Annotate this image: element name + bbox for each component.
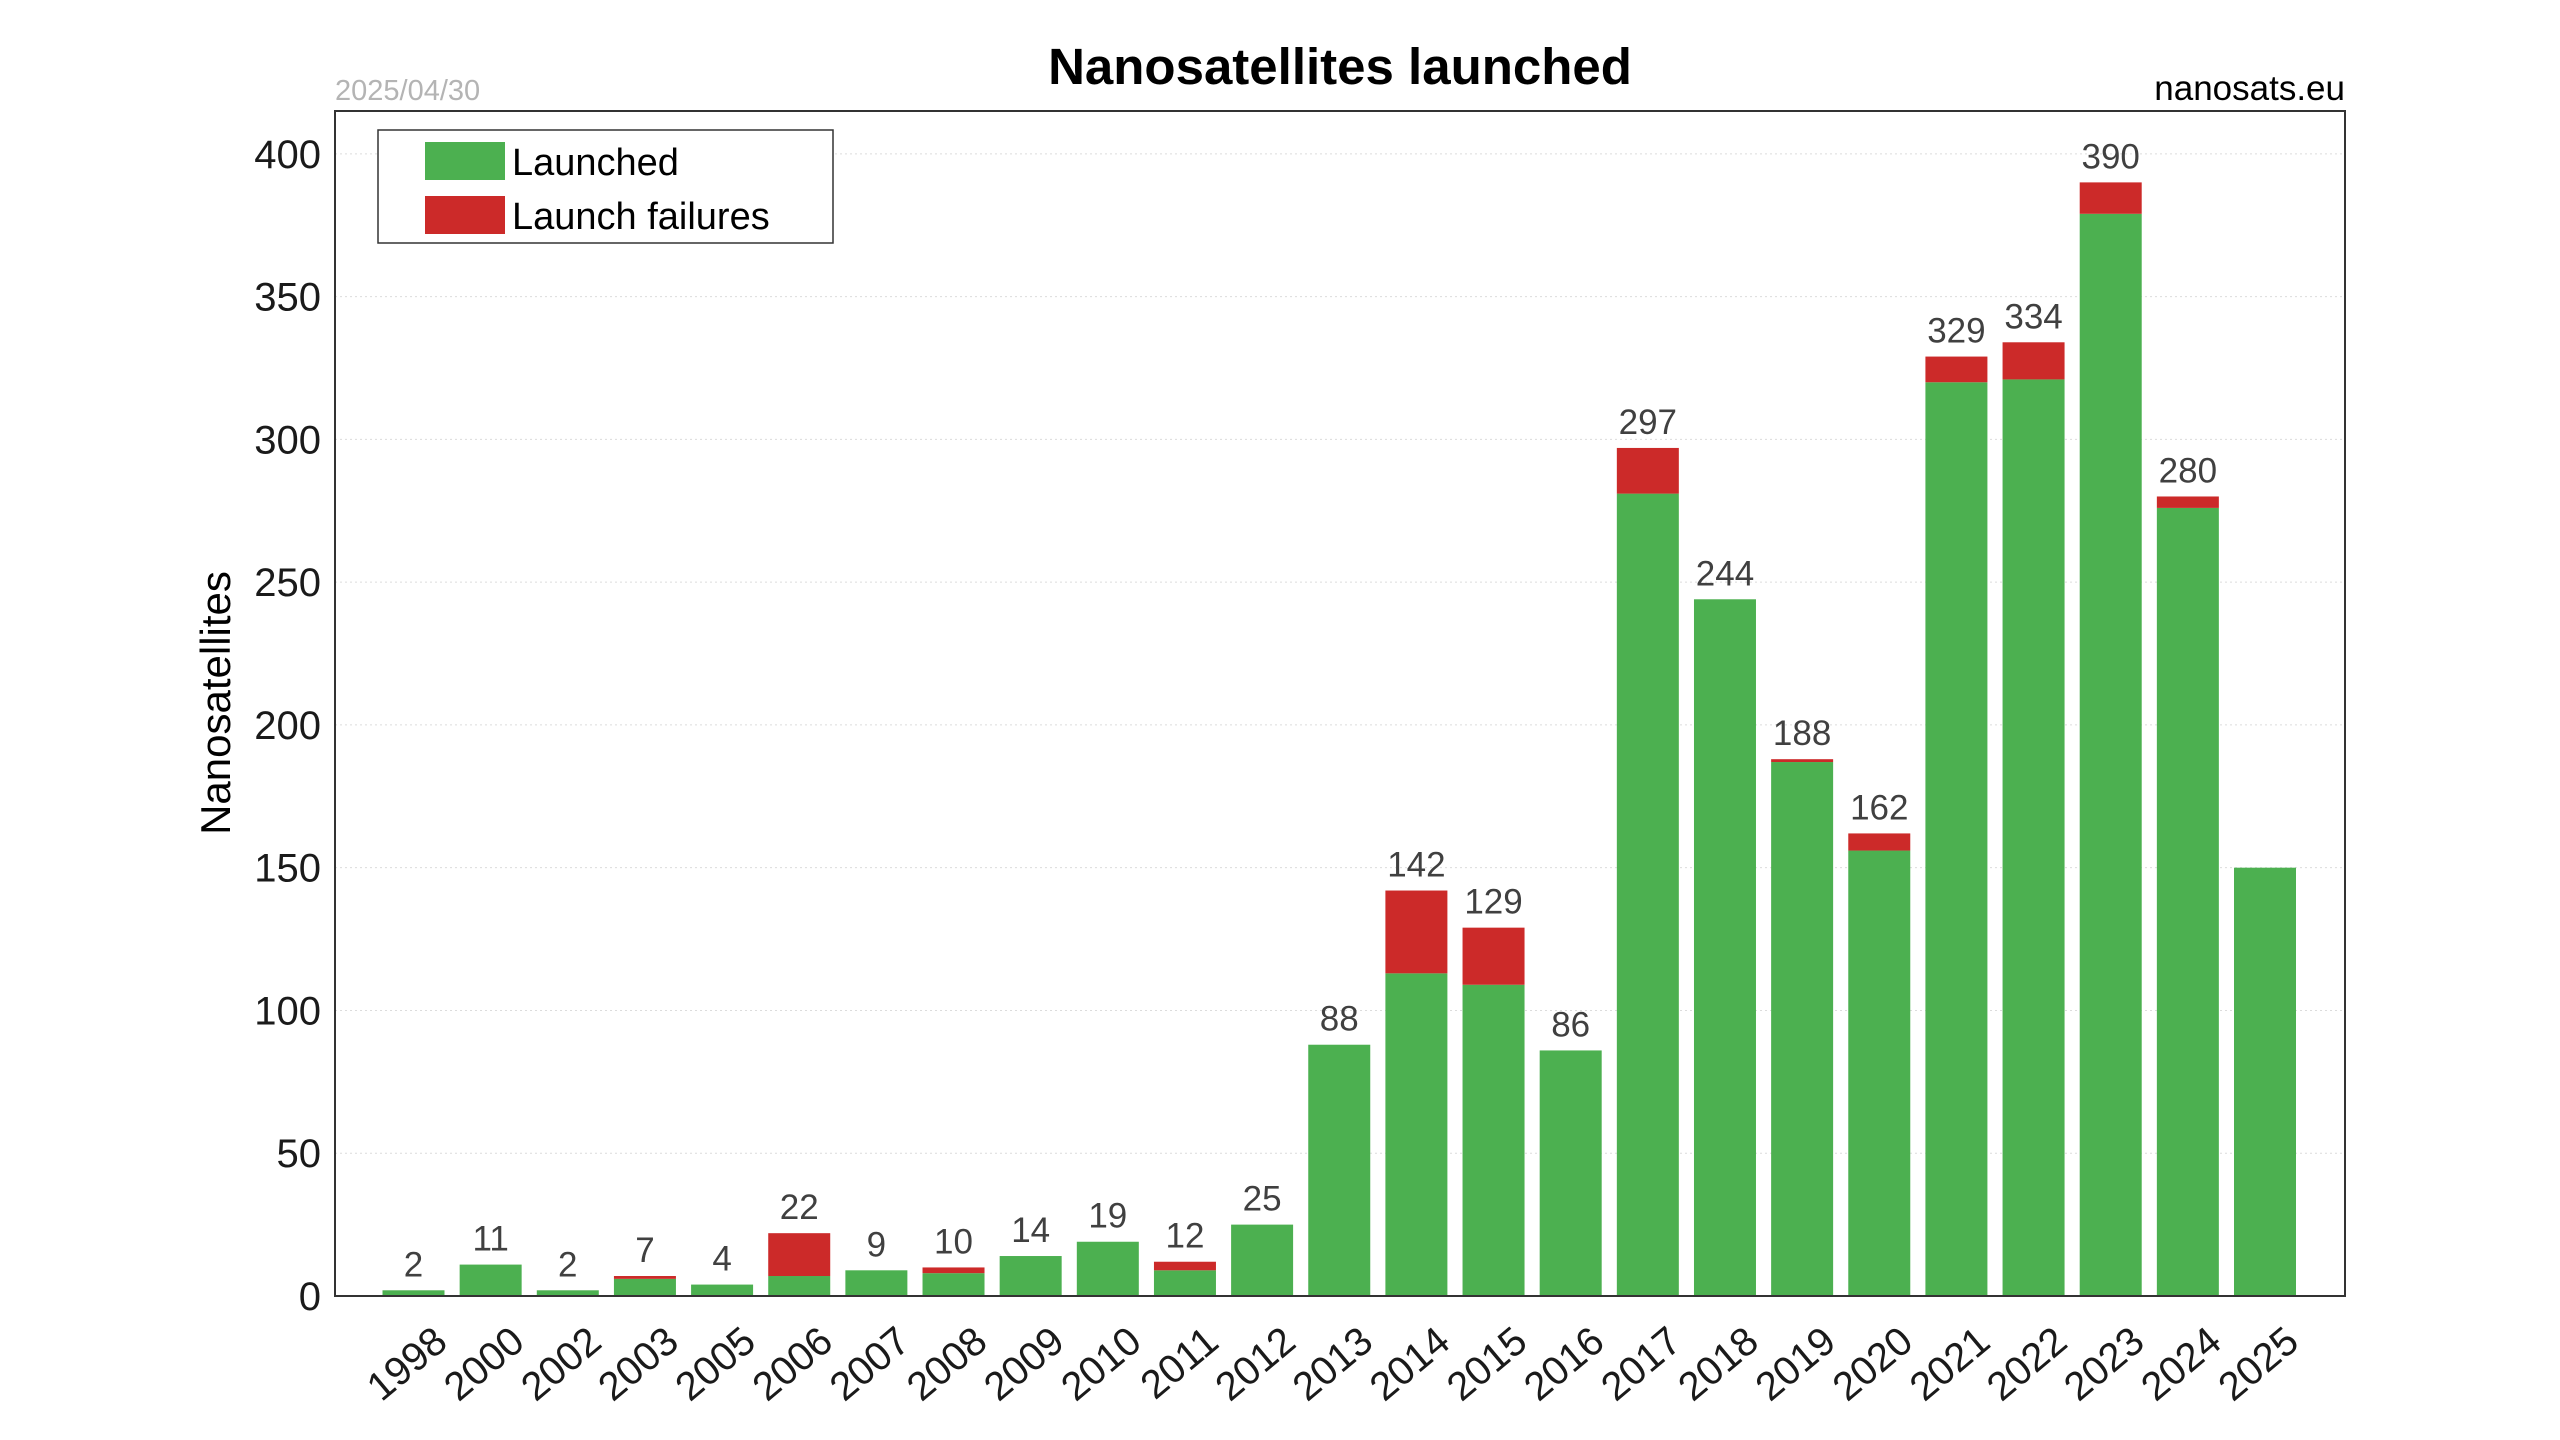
bar-total-label: 10 [934,1222,973,1261]
y-axis-label: Nanosatellites [192,571,239,835]
bar-launched [1616,493,1679,1297]
bar-total-label: 86 [1551,1005,1590,1044]
bar-launched [459,1264,522,1296]
bar-launched [922,1273,985,1296]
bar-total-label: 4 [712,1240,731,1279]
bars [382,182,2296,1297]
y-tick-label: 150 [254,847,321,891]
bar-launched [536,1290,599,1296]
bar-launched [768,1276,831,1296]
bar-launched [1076,1241,1139,1296]
bar-launched [2156,507,2219,1296]
bar-launch-failures [1462,927,1525,985]
bar-launch-failures [613,1276,676,1279]
bar-launched [999,1256,1062,1296]
bar-launch-failures [2156,496,2219,508]
bar-launched [382,1290,445,1296]
bar-total-label: 11 [472,1220,508,1259]
bar-launch-failures [768,1233,831,1277]
bar-total-label: 19 [1088,1197,1127,1236]
bar-launched [2002,379,2065,1296]
chart-source: nanosats.eu [2154,69,2345,108]
y-tick-label: 400 [254,133,321,177]
bar-launched [845,1270,908,1296]
bar-total-label: 7 [635,1231,654,1270]
bar-total-label: 88 [1320,1000,1359,1039]
chart-date: 2025/04/30 [335,75,480,107]
bar-launched [2234,867,2296,1296]
bar-launched [1308,1044,1371,1296]
legend-swatch-launched [425,142,505,180]
bar-total-label: 22 [780,1188,819,1227]
bar-total-label: 280 [2159,451,2217,490]
y-tick-label: 250 [254,561,321,605]
bar-total-label: 14 [1011,1211,1050,1250]
bar-launched [1385,973,1448,1296]
bar-launch-failures [1848,833,1911,851]
bar-total-label: 244 [1696,554,1754,593]
bar-launched [1539,1050,1602,1296]
bar-total-label: 25 [1243,1180,1282,1219]
y-tick-label: 200 [254,704,321,748]
y-tick-label: 50 [277,1132,322,1176]
bar-launched [2079,213,2142,1297]
bar-launch-failures [2002,342,2065,380]
bar-total-label: 9 [867,1225,886,1264]
y-tick-label: 0 [299,1275,321,1319]
chart-title: Nanosatellites launched [1048,38,1632,95]
bar-total-label: 142 [1387,846,1445,885]
legend: Launched Launch failures [377,129,834,244]
bar-launched [1462,984,1525,1296]
bar-launch-failures [2079,182,2142,214]
plot-frame [334,110,2346,1297]
legend-swatch-launch-failures [425,196,505,234]
bar-total-label: 390 [2082,137,2140,176]
bar-total-label: 297 [1619,403,1677,442]
y-tick-label: 300 [254,418,321,462]
bar-total-label: 188 [1773,714,1831,753]
bar-launched [1153,1270,1216,1296]
bar-launch-failures [1616,447,1679,494]
y-axis-ticks: 0 50 100 150 200 250 300 350 400 [254,133,321,1319]
bar-launch-failures [1771,759,1834,763]
legend-label-launch-failures: Launch failures [512,196,770,238]
bar-launch-failures [1153,1261,1216,1271]
legend-label-launched: Launched [512,142,679,184]
bar-launched [691,1284,754,1296]
bar-launched [1848,850,1911,1296]
bar-total-label: 329 [1927,312,1985,351]
bar-launched [1693,599,1756,1296]
bar-total-label: 12 [1165,1217,1204,1256]
y-tick-label: 100 [254,989,321,1033]
y-tick-label: 350 [254,276,321,320]
bar-total-label: 334 [2004,297,2062,336]
bar-launched [1925,382,1988,1297]
bar-launch-failures [1925,356,1988,383]
bar-launch-failures [922,1267,985,1274]
bar-launched [1231,1224,1294,1296]
bar-total-label: 162 [1850,788,1908,827]
data-labels: 2 11 2 7 4 22 9 10 14 19 12 25 88 142 129 86 297 244 188 16… [404,137,2217,1284]
bar-total-label: 2 [404,1245,423,1284]
bar-total-label: 2 [558,1245,577,1284]
bar-launched [1771,762,1834,1296]
bar-launch-failures [1385,890,1448,974]
bar-launched [613,1278,676,1296]
bar-total-label: 129 [1464,883,1522,922]
